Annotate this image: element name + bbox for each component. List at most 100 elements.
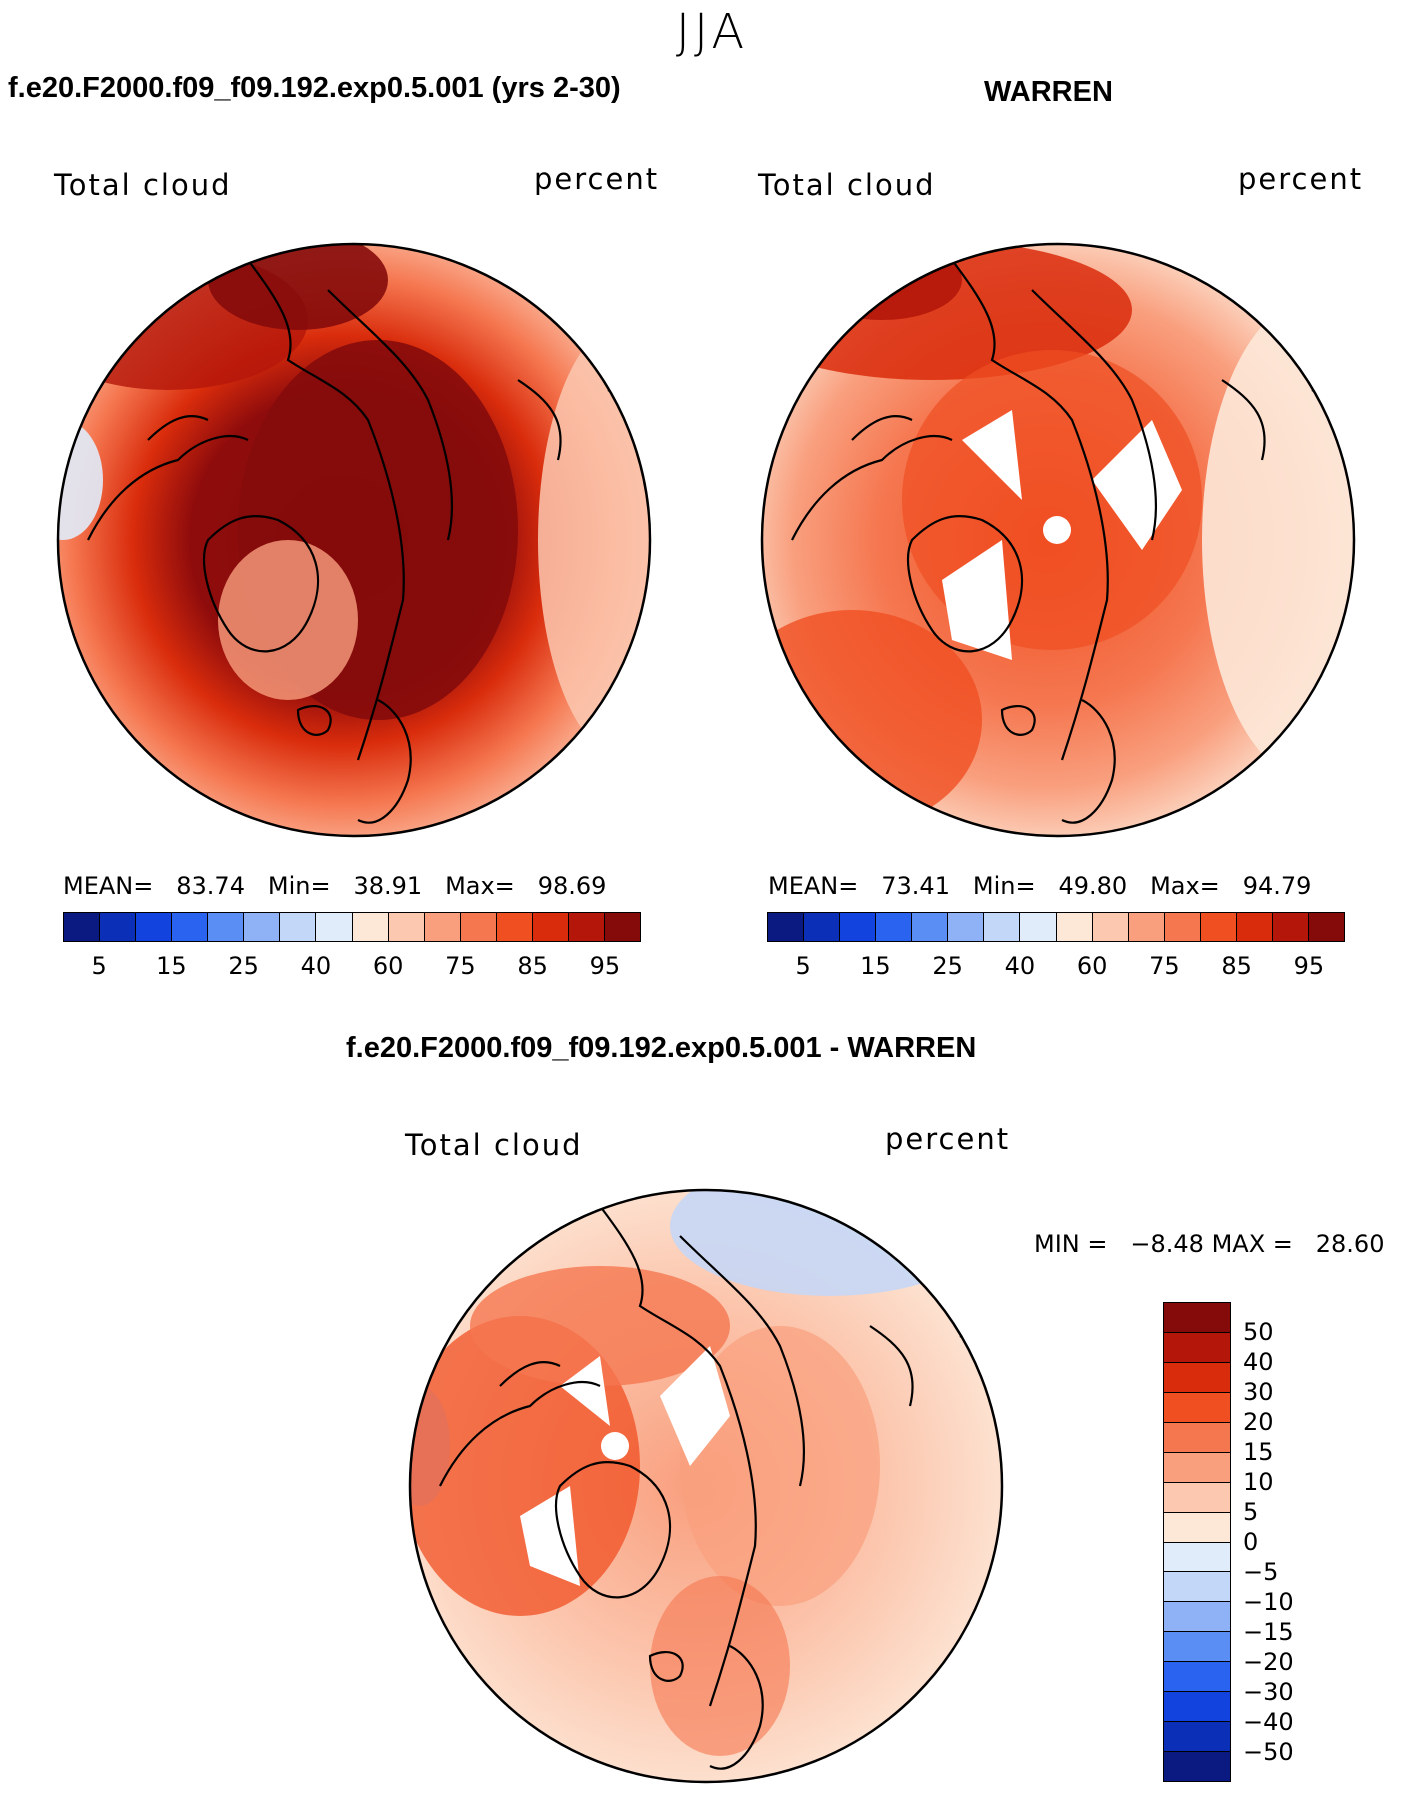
panel1-colorbar-label: 60	[372, 952, 404, 980]
panel1-colorbar-label: 85	[517, 952, 548, 980]
diff-colorbar-label: 15	[1243, 1438, 1274, 1466]
panel2-colorbar-label: 95	[1293, 952, 1325, 980]
diff-colorbar-cell	[1164, 1512, 1230, 1543]
panel1-colorbar-cell	[532, 913, 569, 941]
diff-colorbar-label: 30	[1243, 1378, 1274, 1406]
panel2-colorbar-labels: 5 15 25 40 60 75 85 95	[767, 952, 1345, 982]
panel2-colorbar-label: 40	[1004, 952, 1036, 980]
diff-colorbar-cell	[1164, 1392, 1230, 1423]
panel2-missing-data	[962, 410, 1022, 500]
panel2-colorbar-cell	[1128, 913, 1165, 941]
panel1-colorbar-cell	[568, 913, 605, 941]
panel2-colorbar-label: 15	[860, 952, 891, 980]
diff-missing-data	[560, 1356, 610, 1426]
panel1-colorbar-label: 5	[91, 952, 107, 980]
diff-colorbar-cell	[1164, 1542, 1230, 1573]
diff-colorbar-label: 10	[1243, 1468, 1274, 1496]
panel2-colorbar-cell	[804, 913, 841, 941]
panel1-title: f.e20.F2000.f09_f09.192.exp0.5.001 (yrs …	[8, 72, 621, 104]
panel1-colorbar-label: 95	[589, 952, 621, 980]
panel1-colorbar-label: 25	[228, 952, 259, 980]
diff-colorbar-cell	[1164, 1362, 1230, 1393]
panel2-colorbar-label: 85	[1221, 952, 1252, 980]
diff-colorbar-label: −30	[1243, 1678, 1294, 1706]
panel1-colorbar-cell	[244, 913, 281, 941]
panel1-units: percent	[534, 162, 660, 196]
panel2-colorbar-label: 25	[932, 952, 963, 980]
diff-colorbar-label: −40	[1243, 1708, 1294, 1736]
diff-colorbar-label: −10	[1243, 1588, 1294, 1616]
diff-colorbar-cell	[1164, 1662, 1230, 1693]
panel1-polar-map	[56, 242, 652, 838]
panel2-colorbar-cell	[1092, 913, 1129, 941]
diff-colorbar-cell	[1164, 1752, 1230, 1781]
panel2-units: percent	[1238, 162, 1364, 196]
diff-colorbar-cell	[1164, 1332, 1230, 1363]
panel1-colorbar-cell	[64, 913, 101, 941]
diff-colorbar-cell	[1164, 1452, 1230, 1483]
diff-polar-map	[408, 1188, 1004, 1784]
diff-greenland-missing	[520, 1486, 580, 1586]
panel2-colorbar-cell	[768, 913, 805, 941]
panel1-colorbar	[63, 912, 641, 942]
diff-colorbar-labels: 50 40 30 20 15 10 5 0 −5 −10 −15 −20 −30 −40 −50	[1243, 1302, 1353, 1782]
diff-colorbar-cell	[1164, 1482, 1230, 1513]
panel2-title: WARREN	[984, 76, 1113, 108]
panel1-colorbar-cell	[604, 913, 640, 941]
panel2-colorbar-cell	[1200, 913, 1237, 941]
panel2-colorbar-cell	[948, 913, 985, 941]
panel2-missing-data-wedge	[1092, 420, 1182, 550]
diff-colorbar-cell	[1164, 1422, 1230, 1453]
panel2-colorbar-cell	[912, 913, 949, 941]
panel1-colorbar-cell	[496, 913, 533, 941]
diff-pole-hole	[601, 1432, 629, 1460]
diff-colorbar-label: 20	[1243, 1408, 1274, 1436]
season-title: JJA	[675, 4, 749, 60]
panel2-polar-map	[760, 242, 1356, 838]
panel2-stats: MEAN= 73.41 Min= 49.80 Max= 94.79	[768, 872, 1312, 900]
panel1-colorbar-cell	[208, 913, 245, 941]
panel2-colorbar-label: 60	[1076, 952, 1108, 980]
diff-missing-data-wedge	[660, 1346, 730, 1466]
panel1-colorbar-cell	[424, 913, 461, 941]
panel1-colorbar-label: 15	[156, 952, 187, 980]
panel1-colorbar-cell	[460, 913, 497, 941]
panel1-colorbar-cell	[388, 913, 425, 941]
panel1-colorbar-cell	[172, 913, 209, 941]
diff-colorbar-label: −15	[1243, 1618, 1294, 1646]
panel1-variable: Total cloud	[54, 168, 232, 202]
diff-colorbar-cell	[1164, 1632, 1230, 1663]
diff-stats: MIN = −8.48 MAX = 28.60	[1034, 1230, 1385, 1258]
diff-colorbar-cell	[1164, 1572, 1230, 1603]
diff-colorbar-label: 50	[1243, 1318, 1274, 1346]
panel2-map-border	[760, 242, 1356, 838]
diff-colorbar-label: 0	[1243, 1528, 1259, 1556]
diff-colorbar	[1163, 1302, 1231, 1782]
diff-colorbar-label: −50	[1243, 1738, 1294, 1766]
panel2-colorbar-cell	[1020, 913, 1057, 941]
panel2-variable: Total cloud	[758, 168, 936, 202]
panel2-colorbar-cell	[1164, 913, 1201, 941]
panel2-colorbar	[767, 912, 1345, 942]
diff-units: percent	[885, 1122, 1011, 1156]
panel1-stats: MEAN= 83.74 Min= 38.91 Max= 98.69	[63, 872, 607, 900]
panel2-colorbar-label: 5	[795, 952, 811, 980]
diff-colorbar-label: 5	[1243, 1498, 1259, 1526]
panel1-colorbar-labels: 5 15 25 40 60 75 85 95	[63, 952, 641, 982]
panel2-colorbar-label: 75	[1149, 952, 1180, 980]
panel2-colorbar-cell	[1272, 913, 1309, 941]
panel1-colorbar-cell	[100, 913, 137, 941]
panel2-colorbar-cell	[1236, 913, 1273, 941]
diff-map-border	[408, 1188, 1004, 1784]
diff-title: f.e20.F2000.f09_f09.192.exp0.5.001 - WAR…	[346, 1032, 977, 1064]
diff-colorbar-label: 40	[1243, 1348, 1274, 1376]
panel1-colorbar-label: 75	[445, 952, 476, 980]
panel1-colorbar-cell	[280, 913, 317, 941]
panel2-colorbar-cell	[876, 913, 913, 941]
panel2-colorbar-cell	[1056, 913, 1093, 941]
diff-colorbar-cell	[1164, 1602, 1230, 1633]
panel1-colorbar-cell	[316, 913, 353, 941]
panel2-colorbar-cell	[984, 913, 1021, 941]
panel2-colorbar-cell	[840, 913, 877, 941]
panel2-greenland-missing	[942, 540, 1012, 660]
